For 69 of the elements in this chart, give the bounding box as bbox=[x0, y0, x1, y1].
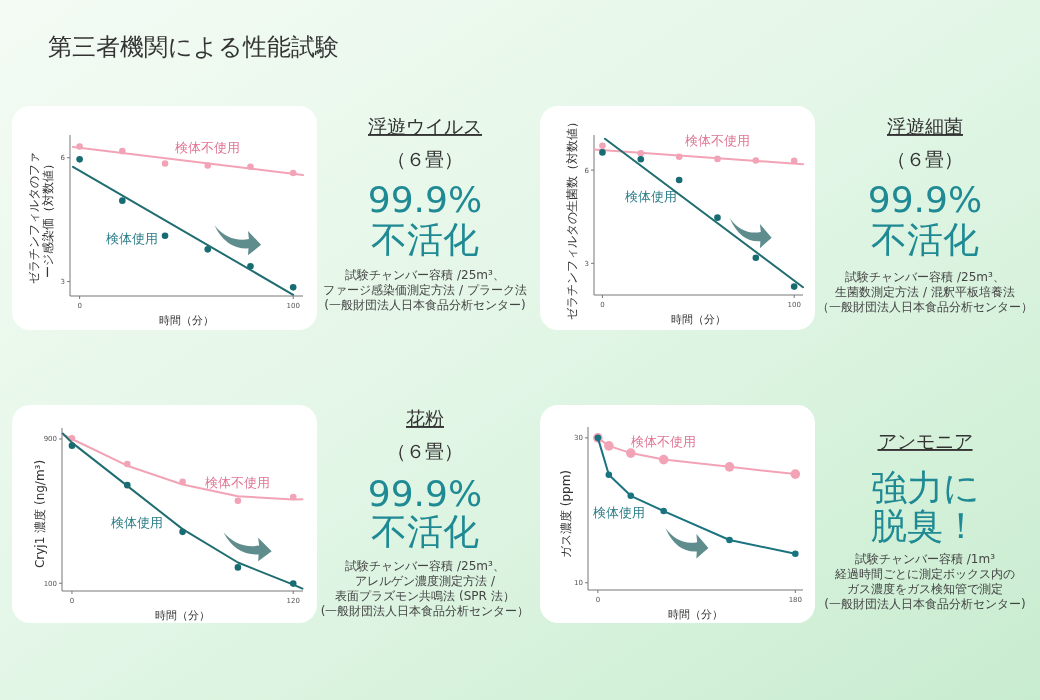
text: ガス濃度をガス検知管で測定 bbox=[847, 582, 1003, 596]
point bbox=[289, 284, 297, 291]
text: 強力に bbox=[870, 467, 980, 508]
series-label: 検体不使用 bbox=[205, 474, 271, 490]
x-axis-title: 時間（分） bbox=[159, 314, 214, 327]
point bbox=[637, 155, 645, 163]
text: 不活化 bbox=[871, 219, 979, 260]
text: アンモニア bbox=[877, 430, 973, 452]
point bbox=[792, 550, 799, 558]
series-label: 検体使用 bbox=[111, 515, 164, 531]
point bbox=[714, 214, 721, 221]
point bbox=[627, 492, 635, 500]
text: (一般財団法人日本食品分析センター) bbox=[824, 597, 1026, 611]
point bbox=[161, 160, 169, 167]
series-label: 検体使用 bbox=[592, 504, 645, 520]
series-label: 検体不使用 bbox=[684, 132, 750, 148]
text: （６畳） bbox=[887, 148, 963, 170]
text: 試験チャンバー容積 /25m³、 bbox=[845, 270, 1005, 284]
text: 表面プラズモン共鳴法 (SPR 法） bbox=[335, 589, 515, 603]
text: アレルゲン濃度測定方法 / bbox=[355, 574, 496, 588]
y-axis-title: ガス濃度 (ppm) bbox=[559, 469, 573, 559]
point bbox=[604, 441, 614, 451]
y-axis-title: Cryj1 濃度 (ng/m³) bbox=[33, 459, 47, 569]
text: (一般財団法人日本食品分析センター） bbox=[320, 604, 530, 618]
point bbox=[790, 469, 801, 479]
series-label: 検体不使用 bbox=[175, 139, 241, 155]
point bbox=[247, 262, 254, 270]
x-axis-title: 時間（分） bbox=[671, 313, 726, 326]
series-label: 検体使用 bbox=[106, 230, 159, 246]
point bbox=[161, 232, 169, 240]
point bbox=[790, 283, 798, 290]
point bbox=[599, 142, 606, 150]
point bbox=[204, 246, 212, 253]
text: （一般財団法人日本食品分析センター） bbox=[817, 300, 1033, 314]
point bbox=[234, 497, 242, 505]
text: 不活化 bbox=[371, 219, 479, 260]
x-axis-title: 時間（分） bbox=[155, 609, 210, 622]
text: （６畳） bbox=[387, 440, 463, 462]
y-axis-title: ゼラチンフィルタのファージ感染価（対数値） bbox=[27, 152, 55, 284]
point bbox=[119, 197, 126, 204]
text: 脱臭！ bbox=[871, 505, 979, 546]
point bbox=[724, 462, 735, 472]
text: 試験チャンバー容積 /1m³ bbox=[855, 552, 996, 566]
point bbox=[605, 471, 613, 479]
point bbox=[234, 564, 242, 571]
text: 生菌数測定方法 / 混釈平板培養法 bbox=[835, 285, 1015, 299]
text: (一般財団法人日本食品分析センター) bbox=[324, 298, 526, 312]
point bbox=[752, 254, 760, 262]
text: 99.9% bbox=[367, 179, 483, 220]
point bbox=[660, 507, 667, 515]
y-axis-title: ゼラチンフィルタの生菌数（対数値） bbox=[565, 116, 579, 320]
text: ファージ感染価測定方法 / プラーク法 bbox=[323, 283, 527, 297]
x-axis-title: 時間（分） bbox=[668, 608, 723, 621]
series-label: 検体不使用 bbox=[631, 433, 697, 449]
text: 不活化 bbox=[371, 511, 479, 552]
text: 試験チャンバー容積 /25m³、 bbox=[345, 268, 505, 282]
point bbox=[76, 156, 83, 163]
text: 試験チャンバー容積 /25m³、 bbox=[345, 559, 505, 573]
point bbox=[658, 454, 669, 465]
text: 経過時間ごとに測定ボックス内の bbox=[834, 567, 1015, 581]
point bbox=[726, 536, 733, 544]
text: 第三者機関による性能試験 bbox=[48, 33, 339, 61]
text: 99.9% bbox=[367, 473, 483, 514]
text: 99.9% bbox=[867, 179, 983, 220]
series-label: 検体使用 bbox=[624, 189, 677, 205]
point bbox=[599, 149, 606, 156]
point bbox=[675, 176, 683, 184]
point bbox=[625, 448, 636, 458]
text: （６畳） bbox=[387, 148, 463, 170]
